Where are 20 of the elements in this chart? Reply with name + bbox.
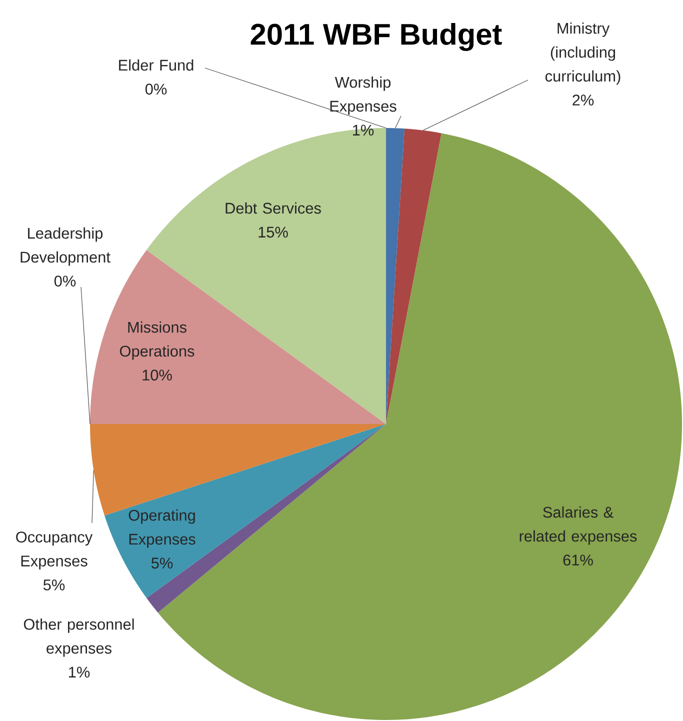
slice-label: Salaries & related expenses (520, 506, 637, 545)
data-label: 5% (151, 558, 173, 569)
data-label: 15% (258, 226, 288, 238)
text: 0% (54, 276, 76, 287)
slice-label: Missions Operations (120, 321, 194, 360)
text: 0% (145, 84, 167, 95)
chart-title: 2011 WBF Budget (250, 22, 502, 51)
category-label: Elder Fund (119, 59, 194, 71)
data-label: 1% (69, 666, 90, 678)
data-label: 61% (563, 554, 593, 566)
slice-label: Other personnel expenses (24, 618, 134, 657)
slice-label: Operating Expenses (128, 509, 196, 548)
slice-label: Ministry (including curriculum) (545, 22, 620, 85)
data-label: 2% (572, 94, 594, 106)
slice-label: Occupancy Expenses (16, 532, 93, 570)
data-label: 5% (43, 580, 65, 590)
data-label: 10% (142, 370, 172, 381)
slice-label: Worship Expenses (330, 76, 396, 115)
slice-label: Debt Services (226, 202, 321, 214)
category-label: Leadership Development (20, 227, 110, 266)
